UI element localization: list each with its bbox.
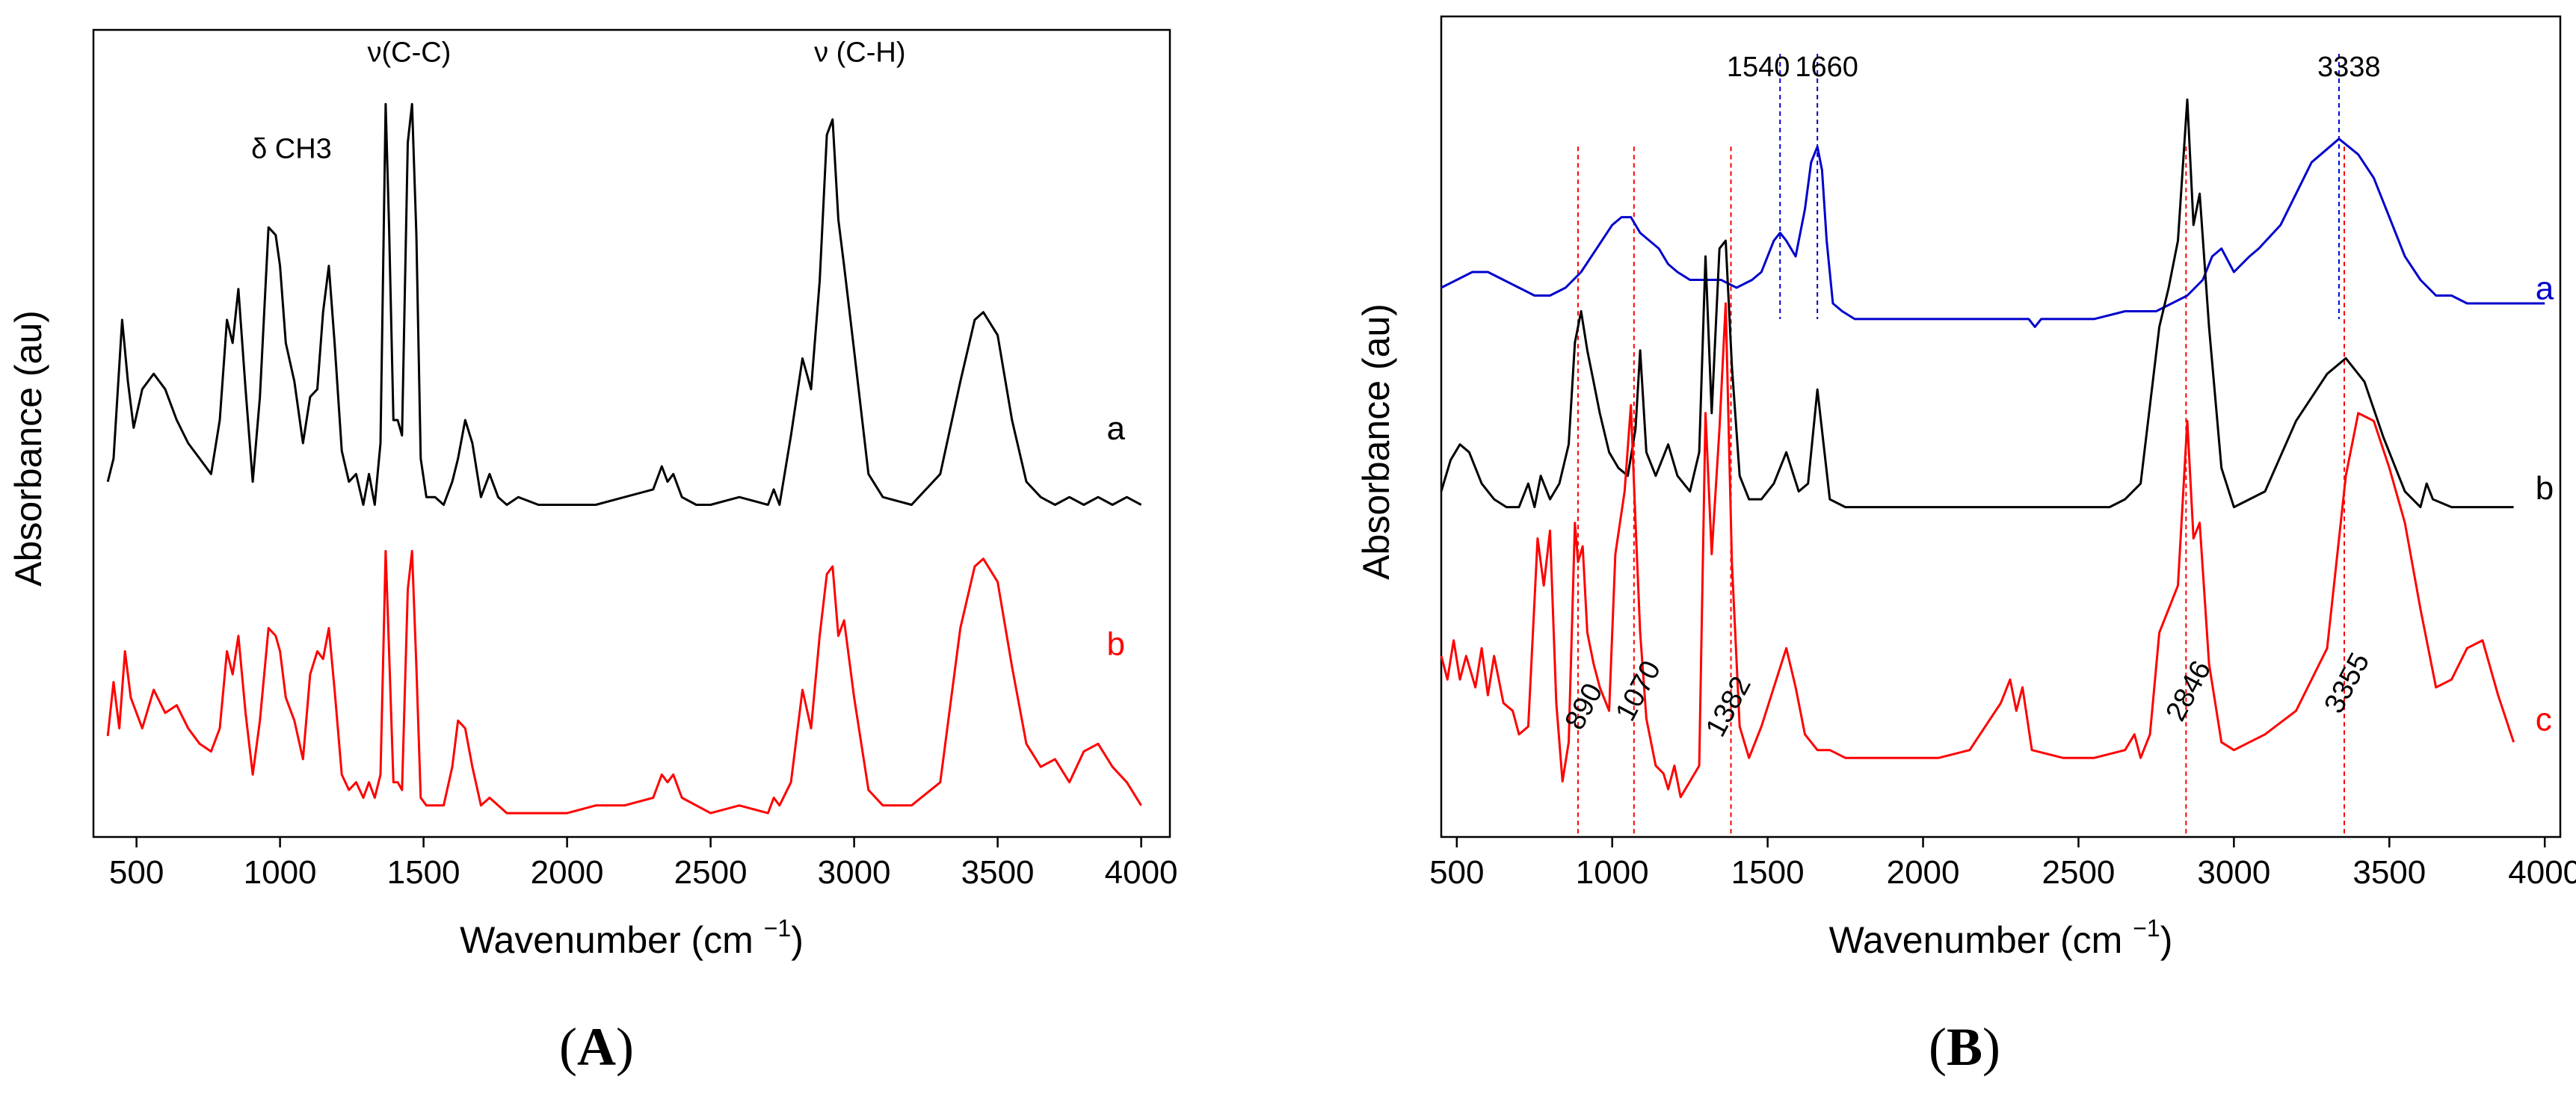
x-axis-title: Wavenumber (cm −1) <box>460 915 804 961</box>
peak-label-rotated: 1382 <box>1700 671 1757 741</box>
series-line-a <box>106 102 1142 506</box>
peak-label-top: 1540 <box>1727 52 1790 83</box>
peak-annotation: ν (C-H) <box>814 37 905 68</box>
series-line-c <box>1440 302 2515 799</box>
chart-panel-b: 500 1000 1500 2000 2500 3000 3500 4000 Wavenumbe… <box>1355 15 2576 961</box>
x-tick-label: 3000 <box>2197 854 2270 891</box>
peak-label-rotated: 1070 <box>1609 655 1667 726</box>
series-line-a <box>1440 138 2545 328</box>
peak-annotation: δ CH3 <box>251 133 332 164</box>
series-label-b: b <box>2536 470 2554 507</box>
panel-label-a: (A) <box>559 1017 634 1077</box>
x-tick-label: 2500 <box>2042 854 2116 891</box>
x-tick-label: 500 <box>1429 854 1484 891</box>
series-line-b <box>1440 98 2514 509</box>
x-tick-label: 2000 <box>1887 854 1960 891</box>
y-axis-title: Absorbance (au) <box>1355 303 1397 580</box>
x-tick-label: 2500 <box>674 854 748 891</box>
x-tick-label: 1000 <box>244 854 317 891</box>
x-tick-label: 4000 <box>1105 854 1178 891</box>
panel-label-b: (B) <box>1929 1017 2000 1077</box>
x-tick-label: 1000 <box>1576 854 1649 891</box>
x-axis-title: Wavenumber (cm −1) <box>1829 915 2173 961</box>
x-tick-label: 1500 <box>387 854 460 891</box>
chart-panel-a: 500 1000 1500 2000 2500 3000 3500 4000 Wavenumbe… <box>7 28 1178 961</box>
peak-label-rotated: 2846 <box>2160 655 2217 726</box>
x-tick-label: 3500 <box>961 854 1035 891</box>
x-tick-label: 4000 <box>2508 854 2576 891</box>
peak-label-top: 3338 <box>2317 52 2381 83</box>
peak-label-rotated: 3355 <box>2319 648 2376 718</box>
y-axis-title: Absorbance (au) <box>7 310 49 587</box>
peak-label-top: 1660 <box>1795 52 1858 83</box>
series-label-b: b <box>1107 626 1125 663</box>
series-line-b <box>106 549 1142 815</box>
peak-annotation: ν(C-C) <box>367 37 451 68</box>
x-tick-label: 1500 <box>1731 854 1805 891</box>
plot-frame-b <box>1440 15 2562 838</box>
plot-frame-a <box>92 28 1171 838</box>
x-tick-label: 3500 <box>2352 854 2426 891</box>
x-tick-label: 3000 <box>818 854 891 891</box>
series-label-a: a <box>1107 410 1126 447</box>
series-label-c: c <box>2536 701 2552 738</box>
series-label-a: a <box>2536 271 2554 307</box>
peak-label-rotated: 890 <box>1559 679 1609 735</box>
x-tick-label: 2000 <box>531 854 604 891</box>
x-tick-label: 500 <box>109 854 164 891</box>
